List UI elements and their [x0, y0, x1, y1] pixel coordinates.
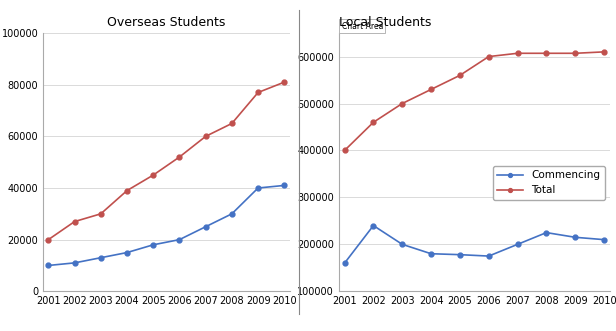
Total [601, 50, 608, 54]
Total [176, 155, 183, 159]
Commencing [202, 225, 209, 229]
Commencing [428, 252, 435, 256]
Commencing [176, 238, 183, 242]
Line: Total: Total [46, 80, 286, 242]
Commencing [572, 235, 579, 239]
Total [228, 121, 235, 125]
Legend: Commencing, Total: Commencing, Total [493, 166, 605, 200]
Line: Commencing: Commencing [46, 183, 286, 268]
Total [45, 238, 52, 242]
Line: Commencing: Commencing [342, 223, 607, 265]
Commencing [280, 183, 288, 187]
Total [202, 134, 209, 138]
Total [399, 102, 406, 106]
Total [280, 80, 288, 84]
Total [514, 51, 521, 55]
Total [97, 212, 105, 216]
Commencing [485, 254, 492, 258]
Commencing [399, 242, 406, 246]
Total [456, 73, 464, 77]
Line: Total: Total [342, 49, 607, 153]
Commencing [601, 238, 608, 242]
Title: Overseas Students: Overseas Students [107, 16, 225, 29]
Commencing [456, 253, 464, 257]
Commencing [123, 251, 131, 255]
Total [71, 219, 78, 223]
Commencing [150, 243, 157, 247]
Text: Chart Area: Chart Area [341, 22, 383, 30]
Total [123, 189, 131, 193]
Total [341, 149, 348, 153]
Total [150, 173, 157, 177]
Commencing [228, 212, 235, 216]
Commencing [370, 223, 377, 227]
Total [254, 90, 262, 94]
Commencing [45, 263, 52, 267]
Commencing [543, 231, 550, 235]
Commencing [71, 261, 78, 265]
Total [572, 51, 579, 55]
Total [543, 51, 550, 55]
Commencing [254, 186, 262, 190]
Text: Local Students: Local Students [339, 16, 431, 29]
Commencing [341, 261, 348, 265]
Total [428, 87, 435, 91]
Commencing [97, 256, 105, 260]
Total [370, 120, 377, 124]
Commencing [514, 242, 521, 246]
Total [485, 55, 492, 59]
